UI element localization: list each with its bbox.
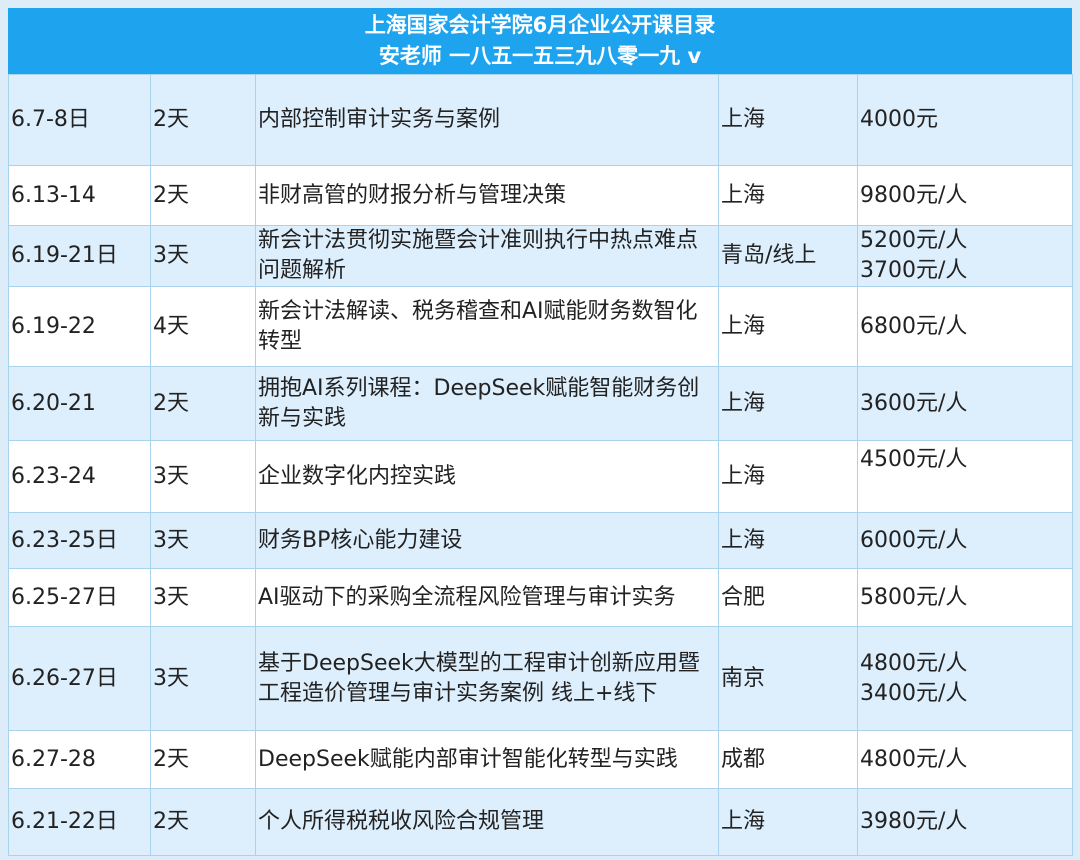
course-cell: 企业数字化内控实践 (255, 440, 719, 513)
location-cell: 上海 (718, 165, 858, 226)
course-cell: 个人所得税税收风险合规管理 (255, 788, 719, 856)
duration-cell: 3天 (150, 440, 256, 513)
course-cell: 内部控制审计实务与案例 (255, 74, 719, 166)
duration-cell: 2天 (150, 165, 256, 226)
price-cell: 5800元/人 (857, 568, 1073, 627)
table-row: 6.20-21 2天 拥抱AI系列课程：DeepSeek赋能智能财务创新与实践 上海 3… (8, 366, 1073, 441)
table-row: 6.21-22日 2天 个人所得税税收风险合规管理 上海 3980元/人 (8, 788, 1073, 856)
course-table: 6.7-8日 2天 内部控制审计实务与案例 上海 4000元 6.13-14 2天 非财高管的… (8, 74, 1073, 856)
duration-cell: 3天 (150, 626, 256, 731)
catalog-header: 上海国家会计学院6月企业公开课目录 安老师 一八五一五三九八零一九 v (8, 8, 1072, 74)
table-row: 6.25-27日 3天 AI驱动下的采购全流程风险管理与审计实务 合肥 5800元/人 (8, 568, 1073, 627)
price-cell: 5200元/人 3700元/人 (857, 225, 1073, 287)
date-cell: 6.27-28 (8, 730, 151, 789)
course-cell: 新会计法解读、税务稽查和AI赋能财务数智化转型 (255, 286, 719, 367)
course-cell: 新会计法贯彻实施暨会计准则执行中热点难点问题解析 (255, 225, 719, 287)
duration-cell: 2天 (150, 366, 256, 441)
table-row: 6.13-14 2天 非财高管的财报分析与管理决策 上海 9800元/人 (8, 165, 1073, 226)
location-cell: 上海 (718, 366, 858, 441)
price-cell: 4800元/人 (857, 730, 1073, 789)
location-cell: 南京 (718, 626, 858, 731)
location-cell: 上海 (718, 788, 858, 856)
duration-cell: 3天 (150, 568, 256, 627)
location-cell: 青岛/线上 (718, 225, 858, 287)
price-cell: 4500元/人 (857, 440, 1073, 513)
date-cell: 6.23-24 (8, 440, 151, 513)
price-cell: 9800元/人 (857, 165, 1073, 226)
price-cell: 6000元/人 (857, 512, 1073, 569)
course-cell: 拥抱AI系列课程：DeepSeek赋能智能财务创新与实践 (255, 366, 719, 441)
date-cell: 6.7-8日 (8, 74, 151, 166)
location-cell: 合肥 (718, 568, 858, 627)
price-cell: 3980元/人 (857, 788, 1073, 856)
duration-cell: 2天 (150, 730, 256, 789)
table-row: 6.23-24 3天 企业数字化内控实践 上海 4500元/人 (8, 440, 1073, 513)
catalog-title: 上海国家会计学院6月企业公开课目录 (364, 13, 716, 37)
location-cell: 上海 (718, 440, 858, 513)
course-cell: 非财高管的财报分析与管理决策 (255, 165, 719, 226)
date-cell: 6.20-21 (8, 366, 151, 441)
price-cell: 4000元 (857, 74, 1073, 166)
location-cell: 上海 (718, 286, 858, 367)
location-cell: 成都 (718, 730, 858, 789)
course-cell: AI驱动下的采购全流程风险管理与审计实务 (255, 568, 719, 627)
duration-cell: 4天 (150, 286, 256, 367)
location-cell: 上海 (718, 74, 858, 166)
table-row: 6.26-27日 3天 基于DeepSeek大模型的工程审计创新应用暨工程造价管理与… (8, 626, 1073, 731)
date-cell: 6.23-25日 (8, 512, 151, 569)
date-cell: 6.13-14 (8, 165, 151, 226)
price-cell: 3600元/人 (857, 366, 1073, 441)
location-cell: 上海 (718, 512, 858, 569)
price-cell: 6800元/人 (857, 286, 1073, 367)
table-row: 6.7-8日 2天 内部控制审计实务与案例 上海 4000元 (8, 74, 1073, 166)
duration-cell: 2天 (150, 74, 256, 166)
date-cell: 6.26-27日 (8, 626, 151, 731)
date-cell: 6.19-22 (8, 286, 151, 367)
course-catalog: 上海国家会计学院6月企业公开课目录 安老师 一八五一五三九八零一九 v 6.7-… (8, 8, 1073, 856)
date-cell: 6.19-21日 (8, 225, 151, 287)
table-row: 6.19-21日 3天 新会计法贯彻实施暨会计准则执行中热点难点问题解析 青岛/线上 5… (8, 225, 1073, 287)
date-cell: 6.25-27日 (8, 568, 151, 627)
date-cell: 6.21-22日 (8, 788, 151, 856)
duration-cell: 2天 (150, 788, 256, 856)
course-cell: 基于DeepSeek大模型的工程审计创新应用暨工程造价管理与审计实务案例 线上+… (255, 626, 719, 731)
table-row: 6.27-28 2天 DeepSeek赋能内部审计智能化转型与实践 成都 4800元/人 (8, 730, 1073, 789)
course-cell: DeepSeek赋能内部审计智能化转型与实践 (255, 730, 719, 789)
course-cell: 财务BP核心能力建设 (255, 512, 719, 569)
table-row: 6.19-22 4天 新会计法解读、税务稽查和AI赋能财务数智化转型 上海 6800元/… (8, 286, 1073, 367)
duration-cell: 3天 (150, 225, 256, 287)
contact-line: 安老师 一八五一五三九八零一九 v (378, 44, 702, 68)
table-row: 6.23-25日 3天 财务BP核心能力建设 上海 6000元/人 (8, 512, 1073, 569)
duration-cell: 3天 (150, 512, 256, 569)
price-cell: 4800元/人 3400元/人 (857, 626, 1073, 731)
